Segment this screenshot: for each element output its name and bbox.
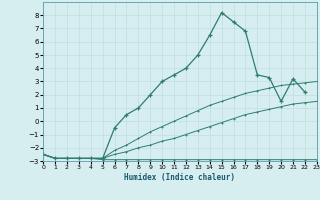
X-axis label: Humidex (Indice chaleur): Humidex (Indice chaleur) [124, 173, 236, 182]
